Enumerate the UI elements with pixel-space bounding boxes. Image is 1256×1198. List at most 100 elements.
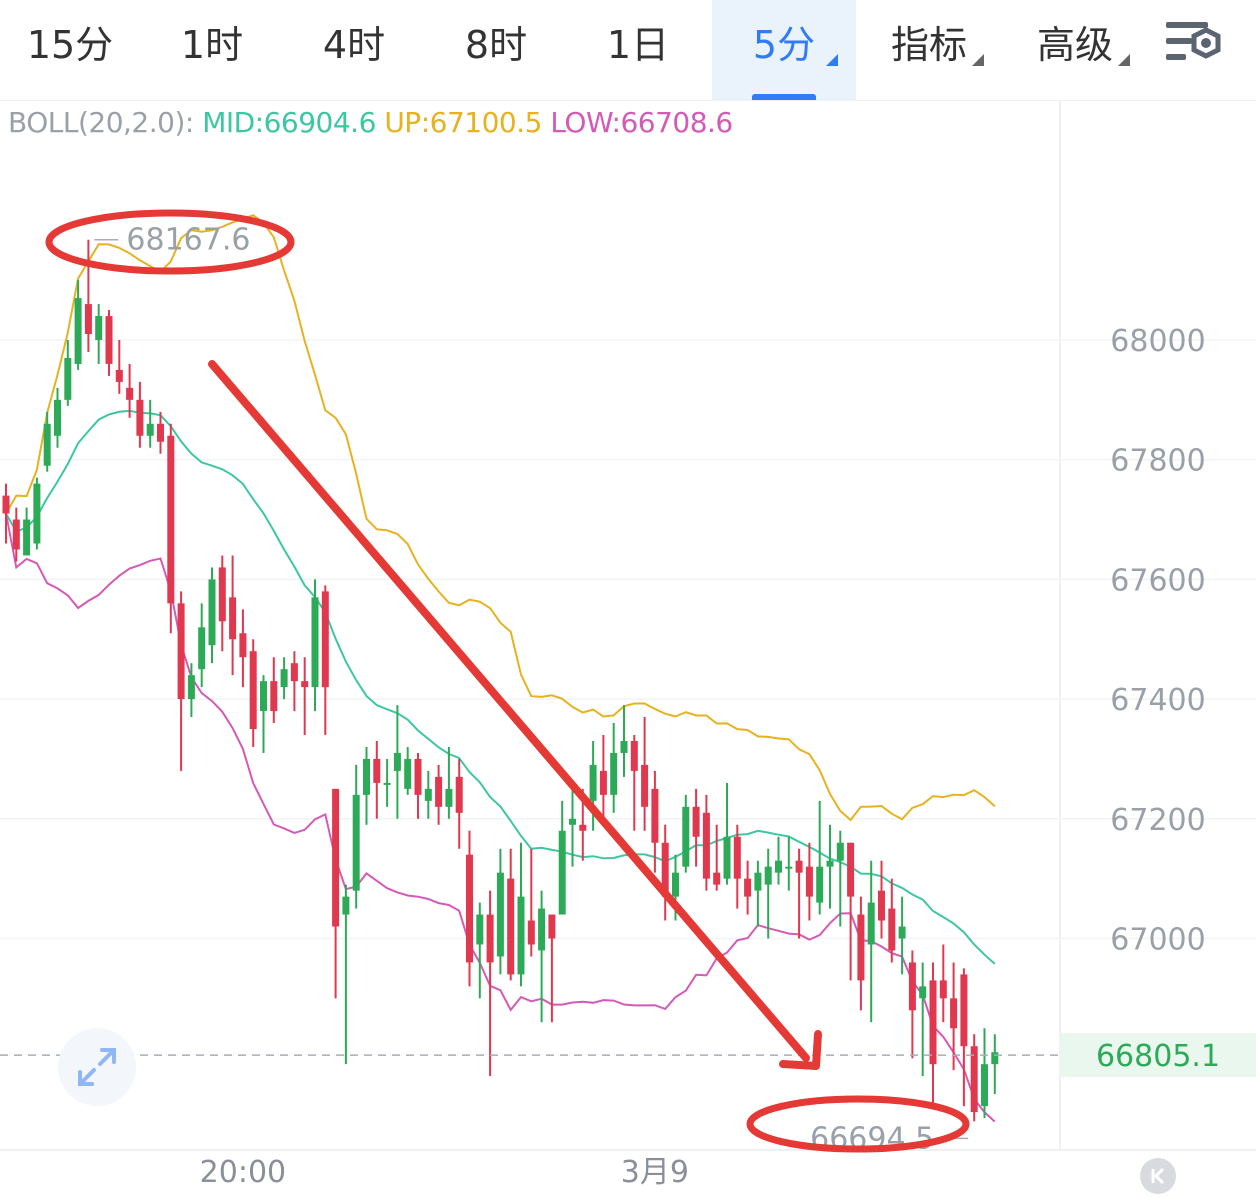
candle [888, 878, 896, 963]
candle [435, 764, 443, 825]
candle [764, 848, 772, 939]
scroll-to-latest-button[interactable] [1140, 1158, 1176, 1194]
candle-body [290, 663, 298, 682]
candle [775, 836, 782, 885]
candle [290, 651, 298, 712]
candle [342, 884, 350, 1065]
candle [857, 896, 865, 1011]
candle [260, 675, 267, 753]
tab-1d[interactable]: 1日 [568, 0, 708, 100]
expand-arrows-icon [78, 1048, 116, 1086]
candle-body [826, 860, 834, 867]
candle [424, 770, 432, 819]
candle [167, 423, 175, 634]
tab-1h[interactable]: 1时 [142, 0, 282, 100]
candle-body [785, 866, 793, 869]
candle [744, 860, 752, 915]
candle-body [486, 914, 494, 963]
candle [208, 567, 216, 664]
boll-up: UP:67100.5 [384, 106, 542, 139]
tab-indicators[interactable]: 指标 [856, 0, 1002, 100]
candle-body [208, 579, 216, 646]
candle-body [311, 597, 319, 688]
candle-body [960, 974, 968, 1047]
candle-body [548, 914, 556, 939]
candle-body [630, 740, 638, 771]
candle [43, 411, 51, 472]
tab-4h-label: 4时 [322, 23, 386, 67]
candle-body [775, 860, 782, 873]
candle-body [167, 435, 175, 604]
candle-body [383, 782, 391, 785]
candle [146, 399, 154, 448]
candle [538, 890, 546, 1023]
candle [733, 824, 741, 909]
candle-body [260, 681, 267, 712]
candle-body [373, 758, 381, 783]
candle-body [970, 1046, 978, 1113]
candle-body [424, 788, 432, 801]
candle [64, 340, 72, 406]
candle-body [363, 758, 370, 795]
tab-8h[interactable]: 8时 [426, 0, 566, 100]
boll-up-line [5, 214, 996, 822]
candle-body [682, 806, 690, 867]
candle-body [939, 980, 947, 999]
candle-body [754, 872, 762, 891]
candle-body [702, 812, 710, 879]
candle-body [795, 860, 803, 873]
candle-body [476, 914, 484, 945]
candle-body [888, 908, 896, 951]
tab-8h-label: 8时 [464, 23, 528, 67]
candle [280, 657, 288, 700]
candle-body [445, 788, 453, 807]
candle-body [641, 764, 649, 807]
candle [157, 411, 164, 454]
candle [754, 860, 762, 927]
candle-body [187, 675, 195, 700]
candle-body [579, 824, 587, 831]
candle-body [599, 770, 607, 795]
tab-4h[interactable]: 4时 [284, 0, 424, 100]
tab-advanced-label: 高级 [1036, 23, 1113, 67]
candle-body [867, 902, 875, 945]
candle-body [84, 304, 92, 335]
candle-body [126, 387, 134, 400]
dropdown-triangle-icon [972, 54, 984, 66]
tab-15m[interactable]: 15分 [0, 0, 140, 100]
candle-body [198, 627, 206, 670]
candle [177, 591, 185, 771]
tab-indicators-label: 指标 [890, 23, 967, 67]
chart-settings-button[interactable] [1160, 12, 1232, 76]
candle [589, 740, 597, 831]
candle [826, 824, 834, 909]
candle-body [218, 567, 226, 622]
candle [723, 782, 731, 885]
candle-body [95, 316, 103, 340]
candle-body [33, 483, 41, 544]
tab-advanced[interactable]: 高级 [1002, 0, 1148, 100]
candle-body [878, 890, 885, 921]
boll-legend: BOLL(20,2.0): MID:66904.6 UP:67100.5 LOW… [8, 106, 733, 139]
candle-body [414, 758, 422, 795]
candle-body [929, 980, 937, 1065]
candle [610, 723, 618, 813]
interval-tab-bar: 15分 1时 4时 8时 1日 5分 指标 高级 [0, 0, 1256, 101]
candle [239, 609, 247, 688]
candle [898, 896, 906, 975]
candle-body [538, 908, 546, 951]
candle [126, 363, 134, 418]
candle-body [301, 681, 309, 688]
candle-body [43, 423, 51, 466]
low-annotation-circle [746, 1095, 970, 1153]
fullscreen-button[interactable] [58, 1028, 136, 1106]
candle [218, 555, 226, 652]
candle [455, 758, 463, 849]
candle [198, 603, 206, 688]
candle-body [558, 830, 566, 915]
tab-5m[interactable]: 5分 [712, 0, 856, 100]
candle-body [136, 399, 144, 436]
y-tick-label: 67000 [1110, 923, 1205, 958]
candle-body [64, 357, 72, 400]
